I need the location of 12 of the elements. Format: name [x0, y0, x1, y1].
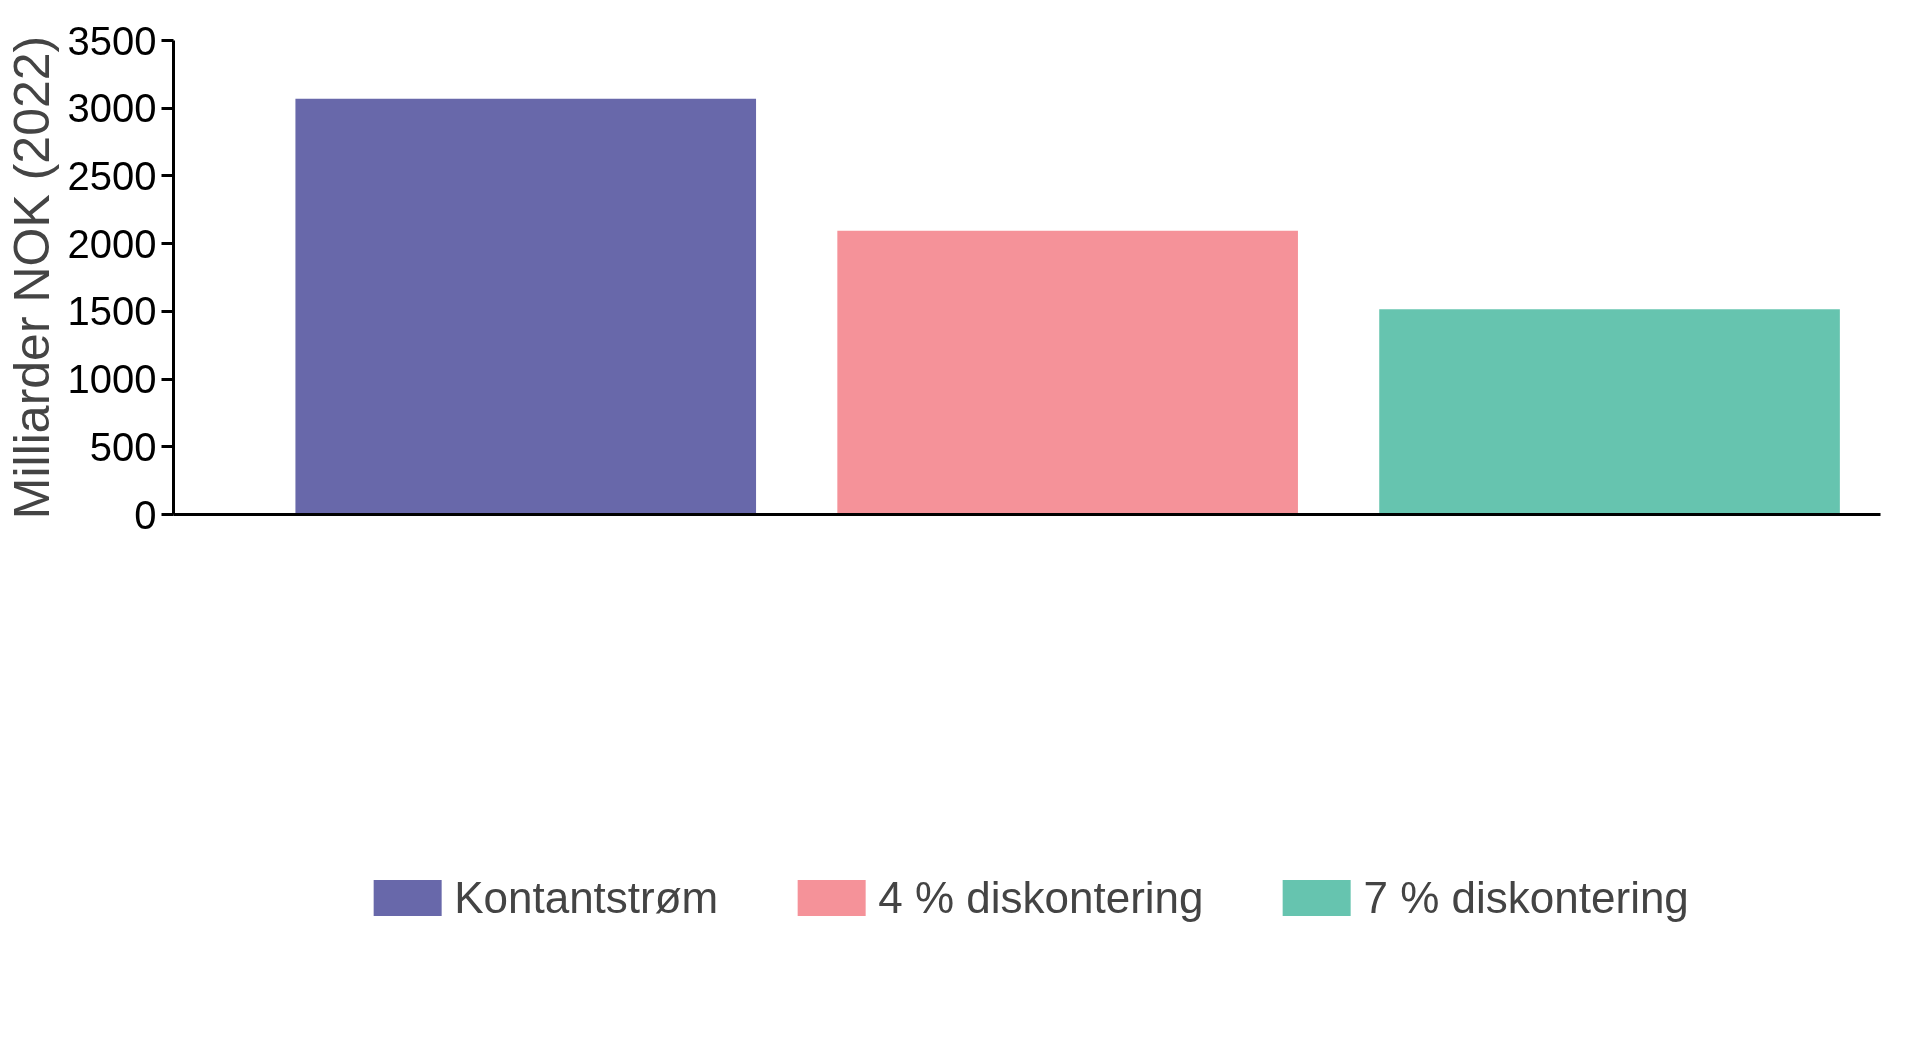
legend-label: 4 % diskontering — [878, 872, 1204, 923]
y-tick-label: 1500 — [67, 289, 157, 334]
y-axis-title: Milliarder NOK (2022) — [3, 35, 60, 520]
y-tick-label: 3500 — [67, 18, 157, 63]
legend-label: 7 % diskontering — [1363, 872, 1689, 923]
y-tick-label: 0 — [134, 492, 157, 537]
y-tick-label: 2000 — [67, 221, 157, 266]
y-tick-label: 500 — [89, 424, 157, 469]
y-tick-label: 2500 — [67, 153, 157, 198]
y-tick-label: 3000 — [67, 86, 157, 131]
y-tick-label: 1000 — [67, 357, 157, 402]
legend-label: Kontantstrøm — [454, 872, 719, 923]
